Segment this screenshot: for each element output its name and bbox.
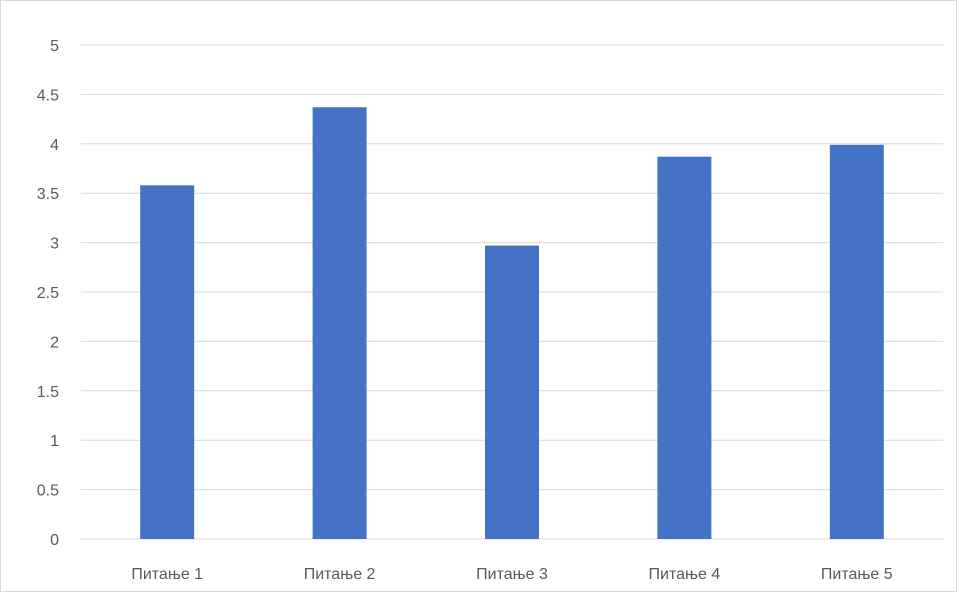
y-axis-ticks: 0 0.5 1 1.5 2 2.5 3 3.5 4 4.5 5 <box>37 38 59 549</box>
y-tick-label: 0 <box>50 532 59 549</box>
y-tick-label: 4 <box>50 137 59 154</box>
x-axis-ticks: Питање 1 Питање 2 Питање 3 Питање 4 Питање 5 <box>131 566 892 583</box>
x-tick-label: Питање 2 <box>304 566 376 583</box>
y-tick-label: 3 <box>50 236 59 253</box>
bar-4 <box>657 156 712 540</box>
x-tick-label: Питање 3 <box>476 566 548 583</box>
bar-3 <box>485 245 539 539</box>
y-tick-label: 1 <box>50 433 59 450</box>
bars <box>140 107 884 540</box>
y-tick-label: 1.5 <box>37 384 59 401</box>
bar-1 <box>140 185 195 539</box>
y-tick-label: 0.5 <box>37 483 59 500</box>
x-tick-label: Питање 4 <box>649 566 721 583</box>
bar-2 <box>312 107 367 539</box>
y-tick-label: 5 <box>50 38 59 55</box>
x-tick-label: Питање 5 <box>821 566 893 583</box>
y-tick-label: 2 <box>50 334 59 351</box>
x-tick-label: Питање 1 <box>131 566 203 583</box>
y-tick-label: 2.5 <box>37 285 59 302</box>
y-tick-label: 3.5 <box>37 186 59 203</box>
bar-5 <box>829 144 884 539</box>
y-tick-label: 4.5 <box>37 87 59 104</box>
